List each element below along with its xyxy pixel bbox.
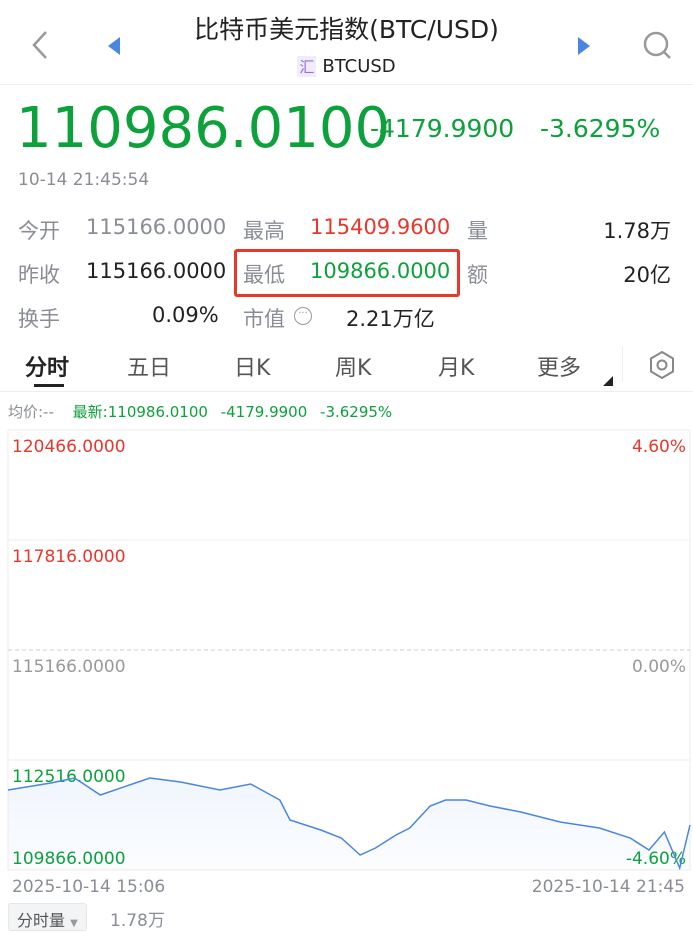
volume-label: 量 — [467, 219, 488, 243]
chevron-left-icon — [32, 31, 47, 59]
amount-label: 额 — [467, 263, 488, 287]
symbol-code: BTCUSD — [322, 56, 396, 77]
latest-pct: -3.6295% — [320, 403, 393, 421]
active-tab-indicator — [34, 384, 64, 387]
settings-icon[interactable] — [647, 350, 677, 380]
high-value: 115409.9600 — [310, 215, 451, 239]
tab-weekly-k[interactable]: 周K — [335, 356, 372, 381]
high-label: 最高 — [243, 219, 285, 243]
pct-tick-label: 0.00% — [632, 657, 686, 677]
tab-more[interactable]: 更多 — [537, 356, 582, 381]
avg-price: 均价:-- — [8, 403, 54, 421]
volume-selector[interactable]: 分时量 ▼ — [8, 903, 87, 931]
period-tabs: 分时 五日 日K 周K 月K 更多 — [0, 338, 693, 392]
page-title: 比特币美元指数(BTC/USD) — [194, 15, 499, 44]
price-area — [8, 778, 690, 870]
back-button[interactable] — [28, 28, 52, 62]
low-label: 最低 — [243, 263, 285, 287]
caret-down-icon: ▼ — [70, 918, 78, 929]
highlight-box — [234, 249, 460, 297]
divider — [0, 84, 693, 85]
x-start-label: 2025-10-14 15:06 — [12, 877, 166, 897]
triangle-left-icon — [108, 37, 120, 55]
y-tick-label: 115166.0000 — [12, 657, 126, 677]
latest-change: -4179.9900 — [220, 403, 308, 421]
tab-5day[interactable]: 五日 — [127, 356, 172, 381]
open-label: 今开 — [18, 219, 60, 243]
tab-intraday[interactable]: 分时 — [25, 356, 70, 381]
tab-daily-k[interactable]: 日K — [234, 356, 271, 381]
amount-value: 20亿 — [623, 263, 671, 287]
volume-selector-label: 分时量 — [17, 911, 66, 930]
prev-symbol-button[interactable] — [106, 36, 122, 60]
current-price: 110986.0100 — [16, 96, 391, 161]
chart-info-bar: 均价:-- 最新:110986.0100 -4179.9900 -3.6295% — [8, 401, 392, 422]
prev-close-value: 115166.0000 — [86, 259, 227, 283]
x-end-label: 2025-10-14 21:45 — [531, 877, 685, 897]
search-icon — [643, 31, 671, 59]
triangle-right-icon — [578, 37, 590, 55]
y-tick-label: 112516.0000 — [12, 767, 126, 787]
market-cap-label: 市值 — [243, 307, 285, 331]
quote-time: 10-14 21:45:54 — [18, 170, 150, 190]
volume-value-footer: 1.78万 — [110, 911, 165, 931]
forex-tag: 汇 — [297, 56, 317, 77]
latest-price: 最新:110986.0100 — [72, 403, 208, 421]
next-symbol-button[interactable] — [576, 36, 592, 60]
turnover-label: 换手 — [18, 307, 60, 331]
dropdown-corner-icon — [603, 376, 613, 386]
info-icon[interactable]: ··· — [294, 307, 312, 325]
prev-close-label: 昨收 — [18, 263, 60, 287]
symbol-subtitle: 汇 BTCUSD — [0, 56, 693, 77]
price-change: -4179.9900 — [370, 114, 515, 143]
divider — [622, 346, 623, 382]
tab-monthly-k[interactable]: 月K — [438, 356, 475, 381]
pct-tick-label: 4.60% — [632, 437, 686, 457]
volume-value: 1.78万 — [603, 219, 671, 243]
market-cap-value: 2.21万亿 — [346, 307, 435, 331]
y-tick-label: 117816.0000 — [12, 547, 126, 567]
price-change-pct: -3.6295% — [540, 114, 661, 143]
search-button[interactable] — [642, 30, 674, 66]
price-line — [7, 777, 691, 871]
intraday-chart[interactable]: 120466.0000 117816.0000 115166.0000 112516.… — [0, 428, 693, 872]
turnover-value: 0.09% — [152, 303, 219, 327]
low-value: 109866.0000 — [310, 259, 451, 283]
y-tick-label: 120466.0000 — [12, 437, 126, 457]
open-value: 115166.0000 — [86, 215, 227, 239]
